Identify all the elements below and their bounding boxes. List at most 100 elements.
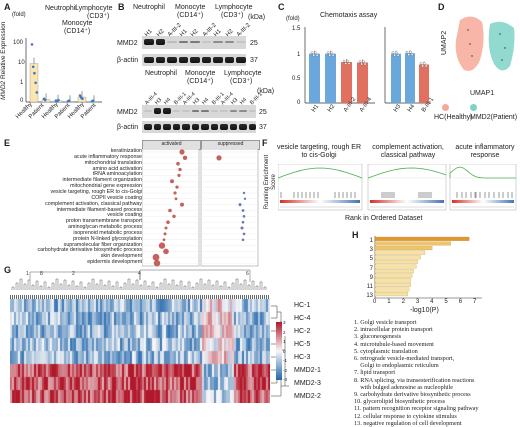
panel-h-rank: 9 — [369, 274, 373, 281]
panel-b-label: B — [118, 2, 125, 12]
panel-b-row-mmd2: MMD2 — [117, 109, 138, 116]
panel-e-dot — [166, 220, 170, 224]
panel-c-dot — [363, 62, 367, 66]
blot-band — [182, 110, 190, 112]
panel-g-cluster-tag: 8 — [40, 271, 43, 277]
blot-band — [167, 41, 177, 43]
panel-c-dot — [395, 51, 398, 54]
panel-b-group: Monocyte — [185, 70, 216, 77]
panel-c-unit: (fold) — [286, 16, 300, 22]
panel-h-bar — [374, 250, 426, 255]
panel-c-bar — [309, 53, 320, 103]
panel-g-cluster-tag: 2 — [72, 271, 75, 277]
panel-h-xtick: 4 — [430, 299, 434, 305]
panel-g-colorbar-tick: 3 — [283, 320, 286, 325]
panel-h-term: 10. glycerolipid biosynthetic process — [354, 398, 446, 406]
blot-band — [190, 57, 200, 63]
panel-g-heatmap — [10, 299, 270, 403]
panel-b-kda: (kDa) — [257, 88, 275, 95]
panel-h-xtick: 3 — [415, 299, 420, 305]
panel-a-ylabel: MMD2 Relative Expression — [0, 21, 7, 100]
panel-c-dot — [407, 53, 410, 56]
panel-c-dot — [424, 64, 428, 68]
blot-band — [167, 57, 177, 63]
legend-hc-swatch — [442, 104, 449, 111]
panel-e-dot — [172, 214, 176, 219]
panel-h-xticks: 0 1 2 3 4 5 6 7 — [373, 299, 484, 307]
panel-g-row-label: MMD2-1 — [294, 367, 321, 374]
panel-c-dot — [312, 53, 315, 57]
gsea-curve — [278, 167, 363, 179]
blot-mmd2-top — [142, 36, 246, 49]
gsea-title: complement activation, classical pathway — [372, 144, 444, 159]
blot-band — [163, 124, 171, 130]
panel-e-term: keratinization — [110, 148, 142, 154]
panel-c-dot — [310, 51, 314, 54]
panel-c-bar — [391, 53, 401, 103]
panel-e-dot — [241, 220, 245, 224]
blot-band — [190, 41, 200, 43]
blot-band — [210, 124, 218, 130]
panel-e-term: supramolecular fiber organization — [63, 241, 142, 248]
panel-e-dot — [170, 179, 174, 184]
blot-band — [239, 124, 247, 130]
panel-e-term: vesicle targeting, rough ER to cis-Golgi — [50, 188, 142, 195]
panel-e-dot — [163, 248, 169, 255]
panel-h-bar — [374, 246, 433, 251]
panel-g-row-labels: HC-1 HC-4 HC-2 HC-5 HC-3 MMD2-1 MMD2-3 MMD2-2 — [294, 299, 344, 403]
panel-c-dot — [360, 62, 363, 66]
panel-c-dot — [405, 50, 409, 54]
blot-band — [153, 124, 161, 130]
panel-c-bar — [405, 53, 415, 103]
blot-band — [144, 124, 152, 130]
panel-b-bottom-lanes: A-III-4 H3 H4 B-III-1 A-III-4 H3 H4 B-III-1 A-II… — [140, 86, 263, 106]
panel-c-dot — [423, 62, 426, 65]
panel-c-dot — [391, 51, 395, 54]
panel-c-bar — [341, 62, 352, 103]
panel-h-xlabel: -log10(P) — [410, 307, 439, 314]
panel-g-colorbar-tick: 0 — [283, 348, 286, 354]
panel-c-dot — [330, 51, 333, 54]
panel-e-dot — [243, 197, 247, 200]
blot-band — [229, 110, 237, 112]
panel-g-cluster-tag: 6 — [246, 271, 249, 277]
panel-e-dot — [173, 191, 177, 195]
panel-h-term: 1. Golgi vesicle transport — [354, 319, 417, 326]
panel-c-dot — [315, 53, 319, 57]
panel-e-dot — [177, 173, 181, 177]
panel-g-cluster-tag: 4 — [138, 271, 141, 277]
panel-h-rank: 3 — [369, 247, 373, 254]
panel-a-group-cd14: (CD14⁺) — [64, 28, 91, 35]
panel-h-term: 3. gluconeogenesis — [354, 333, 402, 341]
panel-d-umap — [455, 16, 515, 71]
panel-a-group-lymphocyte: Lymphocyte — [75, 5, 113, 12]
panel-c-bar — [419, 64, 429, 103]
blot-band — [144, 110, 152, 112]
panel-e-dot — [216, 155, 222, 161]
panel-e-term: aminoglycan metabolic process — [68, 224, 142, 231]
panel-h-xtick: 2 — [401, 299, 405, 305]
panel-c-dot — [328, 53, 331, 57]
panel-h-bar — [374, 264, 417, 269]
blot-band — [213, 41, 223, 43]
panel-a-group-cd3: (CD3⁺) — [87, 13, 110, 20]
panel-h-bar — [374, 278, 411, 283]
panel-a-dot — [78, 94, 82, 97]
panel-h-term: 2. intracellular protein transport — [354, 326, 433, 334]
panel-g-row-label: HC-2 — [294, 328, 311, 335]
panel-g-row-label: HC-3 — [294, 354, 311, 361]
legend-mmd2-swatch — [470, 104, 477, 111]
panel-c-dot — [314, 51, 317, 54]
panel-a-dot — [34, 81, 37, 85]
panel-a-ytick: 10 — [18, 60, 25, 66]
panel-c-dot — [419, 62, 423, 65]
panel-c-dot — [342, 59, 346, 63]
panel-c-dot — [347, 62, 351, 65]
blot-actin-top — [142, 54, 246, 66]
panel-b-group: Neutrophil — [133, 4, 165, 11]
panel-a-dot — [33, 71, 36, 75]
panel-e-label: E — [4, 138, 11, 148]
panel-e-dotplot — [142, 149, 259, 267]
panel-e-dot — [164, 226, 168, 230]
panel-b-group: (CD14⁺) — [177, 12, 204, 19]
